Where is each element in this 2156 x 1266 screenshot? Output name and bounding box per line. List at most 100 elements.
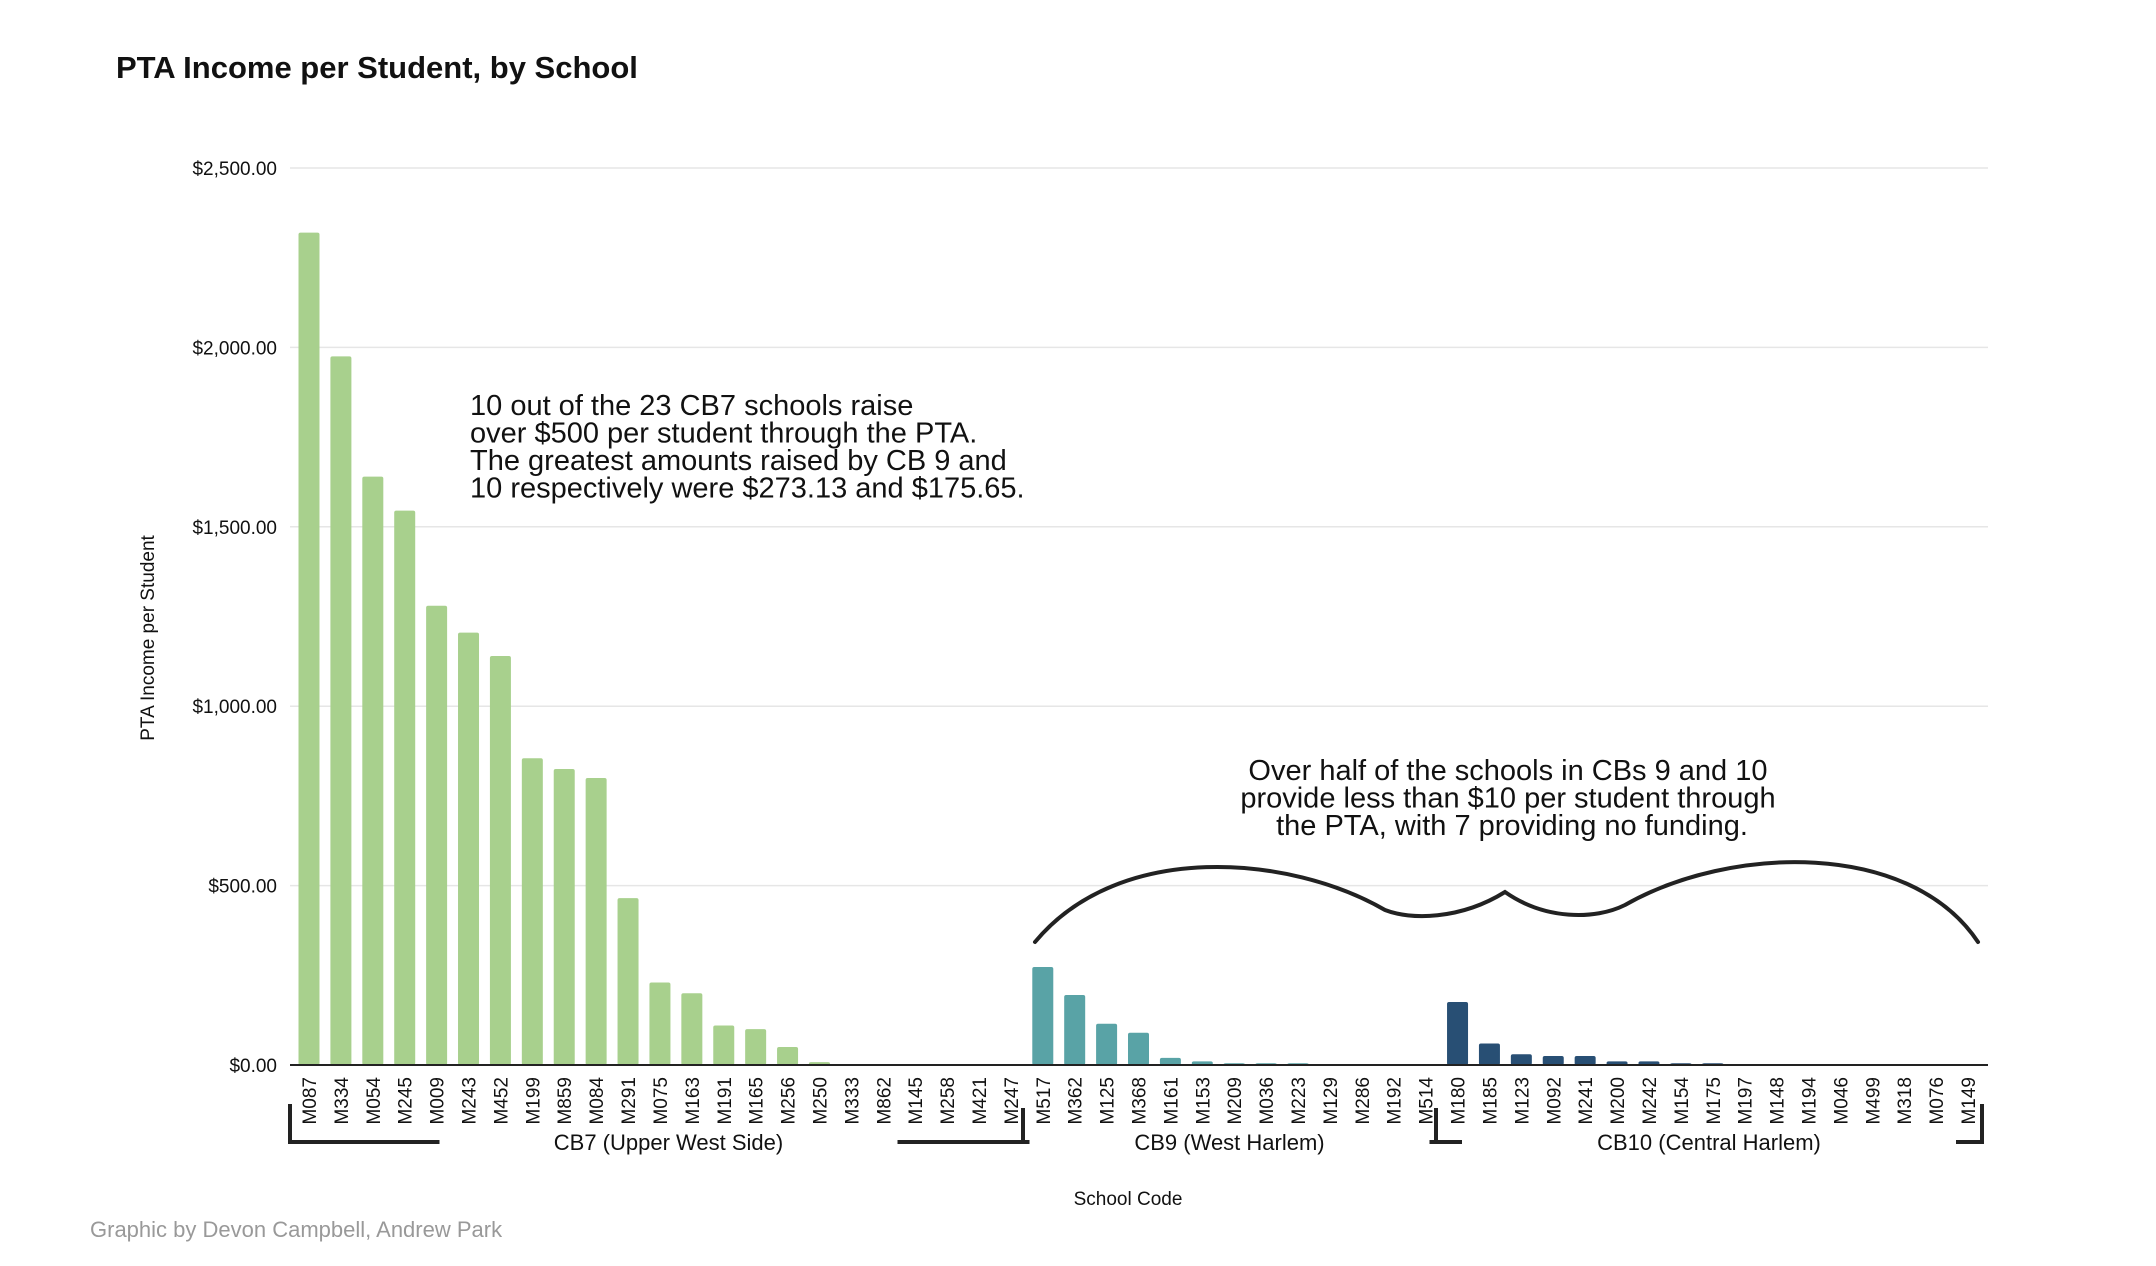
y-tick-label: $1,000.00 [192, 697, 277, 718]
x-tick-label: M199 [523, 1077, 544, 1125]
x-tick-label: M223 [1289, 1077, 1310, 1125]
bar-m452 [489, 655, 511, 1065]
x-tick-label: M334 [332, 1077, 353, 1125]
group-label: CB10 (Central Harlem) [1597, 1130, 1821, 1155]
gridlines [290, 167, 1988, 887]
y-tick-label: $500.00 [208, 877, 277, 898]
bar-m123 [1510, 1054, 1532, 1065]
x-tick-label: M165 [747, 1077, 768, 1125]
bar-m362 [1064, 995, 1086, 1065]
bar-m084 [585, 777, 607, 1065]
x-tick-label: M286 [1353, 1077, 1374, 1125]
y-tick-label: $2,500.00 [192, 159, 277, 180]
bar-m185 [1478, 1043, 1500, 1065]
x-tick-label: M200 [1608, 1077, 1629, 1125]
x-tick-label: M129 [1321, 1077, 1342, 1125]
x-tick-label: M076 [1927, 1077, 1948, 1125]
x-tick-label: M161 [1161, 1077, 1182, 1125]
x-tick-label: M499 [1863, 1077, 1884, 1125]
x-tick-label: M197 [1736, 1077, 1757, 1125]
x-tick-label: M154 [1672, 1077, 1693, 1125]
x-tick-label: M036 [1257, 1077, 1278, 1125]
x-tick-label: M153 [1193, 1077, 1214, 1125]
chart-title: PTA Income per Student, by School [116, 50, 638, 85]
bar-m163 [681, 993, 703, 1065]
x-tick-label: M175 [1704, 1077, 1725, 1125]
x-tick-label: M149 [1959, 1077, 1980, 1125]
bar-m245 [394, 510, 416, 1065]
x-tick-label: M046 [1831, 1077, 1852, 1125]
annotation-cb9-cb10-line: Over half of the schools in CBs 9 and 10 [1248, 755, 1767, 787]
x-tick-label: M163 [683, 1077, 704, 1125]
x-tick-label: M245 [396, 1077, 417, 1125]
x-tick-label: M333 [842, 1077, 863, 1125]
x-tick-label: M123 [1512, 1077, 1533, 1125]
x-tick-label: M087 [300, 1077, 321, 1125]
x-tick-label: M247 [1002, 1077, 1023, 1125]
bar-m092 [1542, 1056, 1564, 1065]
bar-m165 [745, 1029, 767, 1065]
x-tick-label: M243 [460, 1077, 481, 1125]
y-tick-label: $0.00 [229, 1056, 277, 1077]
x-tick-label: M291 [619, 1077, 640, 1125]
x-tick-label: M180 [1449, 1077, 1470, 1125]
bar-m241 [1574, 1056, 1596, 1065]
x-tick-label: M318 [1895, 1077, 1916, 1125]
bar-m199 [521, 758, 543, 1065]
bar-m256 [777, 1047, 799, 1065]
x-tick-label: M862 [874, 1077, 895, 1125]
x-tick-label: M258 [938, 1077, 959, 1125]
x-tick-label: M148 [1768, 1077, 1789, 1125]
annotation-cb9-cb10-line: provide less than $10 per student throug… [1240, 783, 1775, 815]
x-tick-label: M194 [1799, 1077, 1820, 1125]
bar-m334 [330, 356, 352, 1065]
annotation-cb7-line: The greatest amounts raised by CB 9 and [470, 445, 1007, 477]
x-tick-label: M452 [491, 1077, 512, 1125]
x-tick-label: M256 [779, 1077, 800, 1125]
x-tick-label: M209 [1225, 1077, 1246, 1125]
x-tick-label: M242 [1640, 1077, 1661, 1125]
x-tick-label: M250 [810, 1077, 831, 1125]
y-tick-label: $1,500.00 [192, 518, 277, 539]
x-tick-label: M191 [715, 1077, 736, 1125]
bar-m161 [1159, 1057, 1181, 1065]
bar-m291 [617, 898, 639, 1065]
group-label: CB9 (West Harlem) [1134, 1130, 1324, 1155]
y-axis-label: PTA Income per Student [138, 534, 159, 740]
graphic-credit: Graphic by Devon Campbell, Andrew Park [90, 1217, 503, 1242]
annotation-cb7-line: 10 out of the 23 CB7 schools raise [470, 390, 913, 422]
x-tick-label: M241 [1576, 1077, 1597, 1125]
x-tick-label: M514 [1417, 1077, 1438, 1125]
x-tick-label: M859 [555, 1077, 576, 1125]
annotation-cb7-line: 10 respectively were $273.13 and $175.65… [470, 473, 1025, 505]
y-axis-ticks: $0.00 $500.00 $1,000.00 $1,500.00 $2,000.00 $… [192, 159, 277, 1077]
y-tick-label: $2,000.00 [192, 338, 277, 359]
x-tick-label: M192 [1385, 1077, 1406, 1125]
bar-m859 [553, 768, 575, 1065]
group-label: CB7 (Upper West Side) [554, 1130, 783, 1155]
annotation-cb7-line: over $500 per student through the PTA. [470, 418, 977, 450]
bar-m368 [1128, 1032, 1149, 1065]
x-tick-label: M075 [651, 1077, 672, 1125]
bar-m125 [1096, 1023, 1118, 1065]
x-tick-label: M125 [1098, 1077, 1119, 1125]
x-tick-label: M145 [906, 1077, 927, 1125]
x-tick-label: M092 [1544, 1077, 1565, 1125]
x-tick-label: M084 [587, 1077, 608, 1125]
annotation-cb9-cb10: Over half of the schools in CBs 9 and 10… [1240, 755, 1783, 842]
bar-m087 [298, 232, 320, 1066]
x-tick-label: M421 [970, 1077, 991, 1125]
x-tick-label: M054 [364, 1077, 385, 1125]
x-tick-label: M362 [1066, 1077, 1087, 1125]
x-axis-label: School Code [1074, 1189, 1183, 1210]
bar-m009 [426, 605, 448, 1065]
annotation-cb7: 10 out of the 23 CB7 schools raise over … [470, 390, 1025, 505]
bar-m243 [458, 632, 480, 1065]
x-tick-label: M009 [428, 1077, 449, 1125]
bar-m180 [1447, 1001, 1469, 1065]
bar-m517 [1032, 967, 1054, 1065]
bars [298, 232, 1819, 1066]
curly-brace-annotation [1033, 860, 1980, 944]
bar-m191 [713, 1025, 735, 1065]
